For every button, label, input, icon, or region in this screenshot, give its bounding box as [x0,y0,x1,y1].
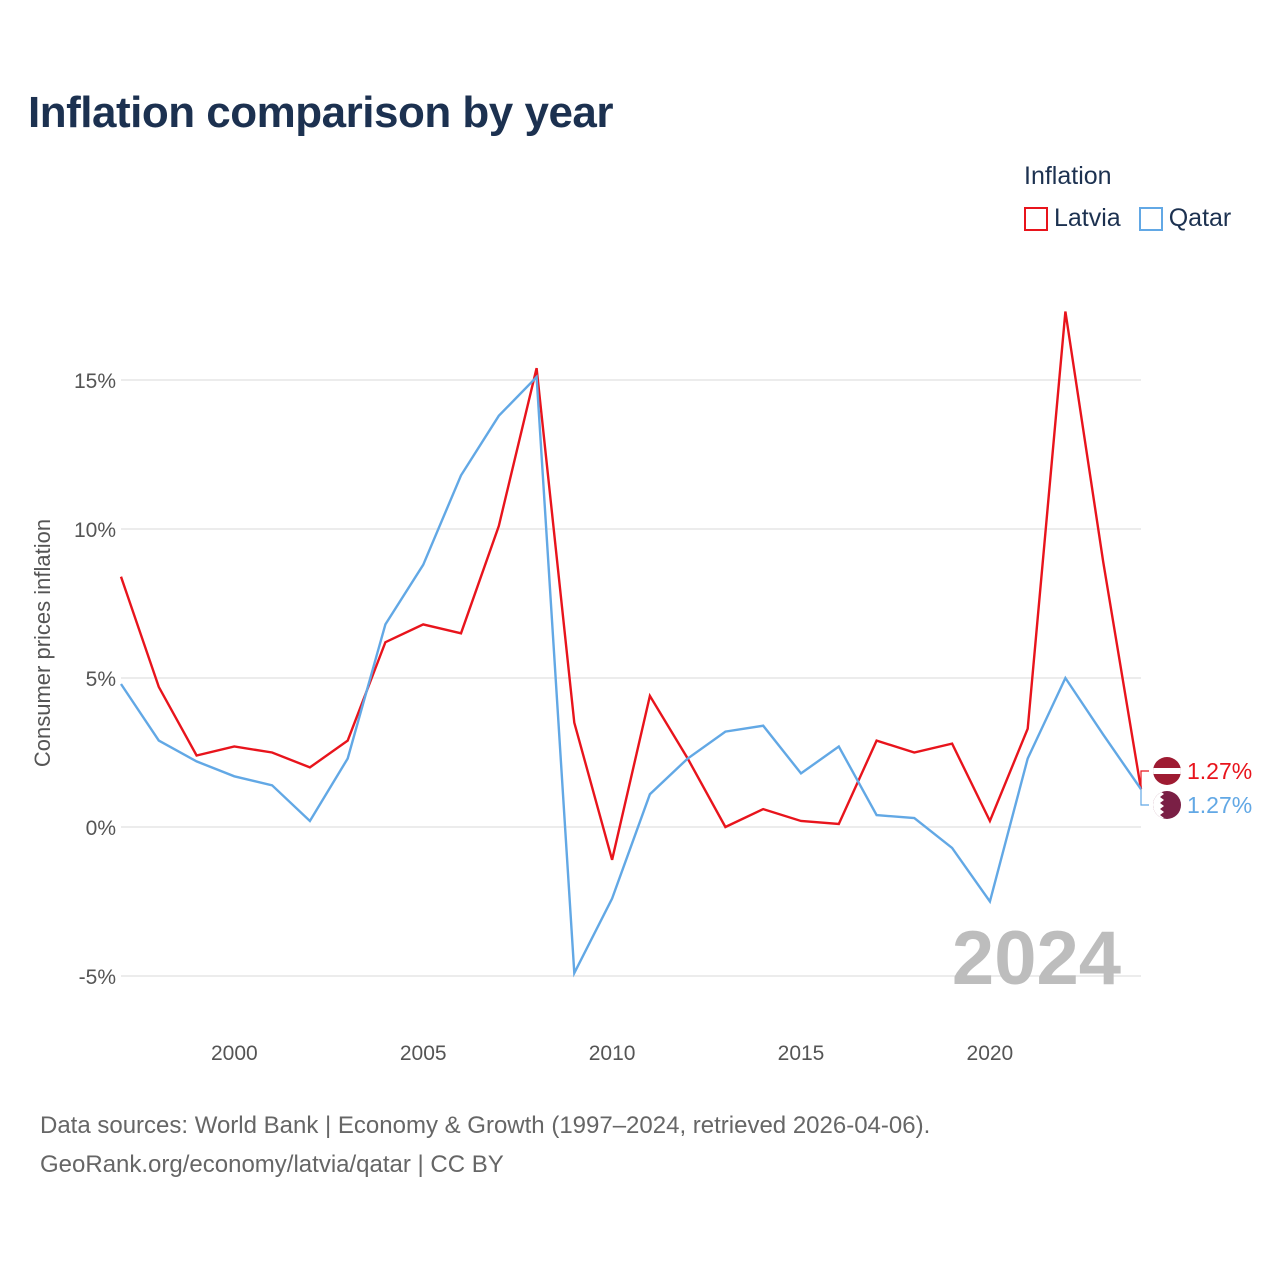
legend-label-qatar: Qatar [1168,204,1232,232]
series-line-latvia[interactable] [119,311,1143,861]
x-tick-label: 2010 [589,1042,636,1065]
latvia-flag-icon [1153,757,1181,785]
chart-title: Inflation comparison by year [28,88,614,137]
x-tick-label: 2015 [778,1042,825,1065]
legend-item-qatar[interactable]: Qatar [1138,204,1232,233]
y-axis-label: Consumer prices inflation [30,519,55,767]
y-tick-label: 0% [86,817,116,840]
y-tick-label: 5% [86,668,116,691]
end-label-latvia: 1.27% [1187,758,1252,784]
x-tick-label: 2020 [967,1042,1014,1065]
qatar-flag-icon [1153,791,1181,819]
x-tick-labels: 2000 2005 2010 2015 2020 [211,1042,1013,1065]
y-tick-label: 15% [74,370,116,393]
legend-title: Inflation [1024,162,1112,190]
legend-item-latvia[interactable]: Latvia [1024,204,1121,233]
series-lines [119,311,1149,978]
source-note: Data sources: World Bank | Economy & Gro… [40,1106,930,1184]
y-tick-labels: -5% 0% 5% 10% 15% [74,370,116,989]
end-label-qatar: 1.27% [1187,792,1252,818]
end-connector-qatar [1140,789,1149,806]
legend-label-latvia: Latvia [1054,204,1121,232]
y-tick-label: 10% [74,519,116,542]
series-line-qatar[interactable] [120,374,1142,978]
end-markers: 1.27% 1.27% [1153,757,1252,819]
legend-swatch-latvia [1024,206,1048,231]
legend: Latvia Qatar [1024,204,1231,233]
gridlines [121,379,1141,977]
source-line-1: Data sources: World Bank | Economy & Gro… [40,1112,931,1139]
x-tick-label: 2005 [400,1042,447,1065]
legend-swatch-qatar [1138,206,1163,231]
year-watermark: 2024 [952,916,1121,1001]
y-tick-label: -5% [79,966,116,989]
source-line-2[interactable]: GeoRank.org/economy/latvia/qatar | CC BY [40,1151,504,1178]
end-connector-latvia [1140,770,1149,790]
x-tick-label: 2000 [211,1042,258,1065]
